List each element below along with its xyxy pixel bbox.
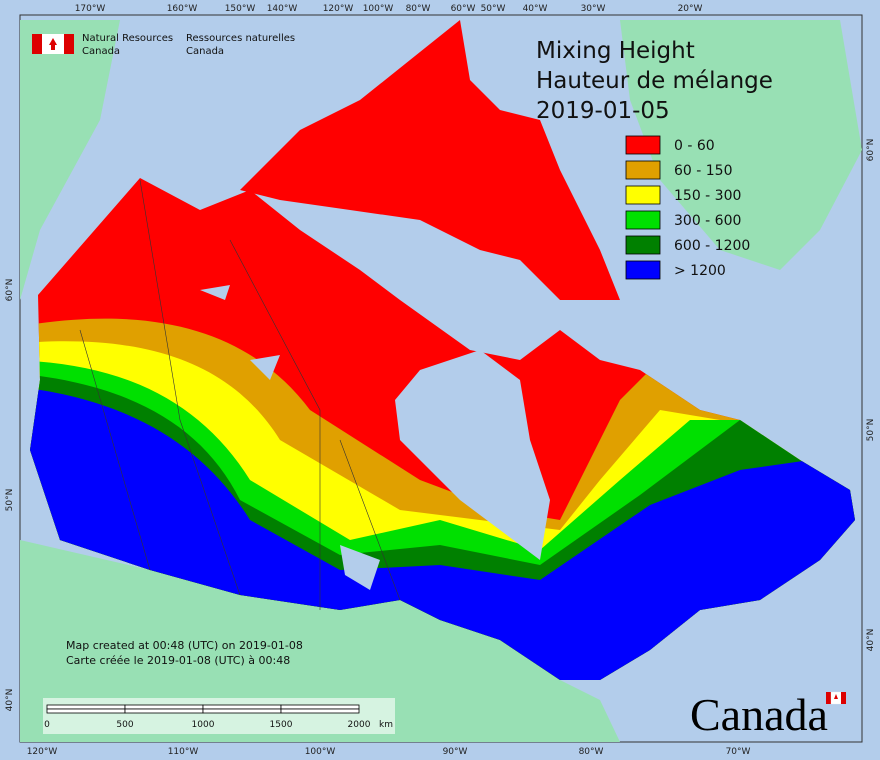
scale-segment <box>202 708 282 714</box>
org-fr: Ressources naturelles <box>186 33 295 44</box>
title: Hauteur de mélange <box>536 68 773 94</box>
hudson-bay <box>395 350 550 560</box>
credit: Map created at 00:48 (UTC) on 2019-01-08 <box>66 639 303 652</box>
wordmark: Canada <box>690 689 828 740</box>
legend-label: 600 - 1200 <box>674 238 750 254</box>
flag-bar <box>841 692 846 704</box>
longitude-label: 30°W <box>581 4 606 14</box>
title: Mixing Height <box>536 38 695 64</box>
longitude-label: 120°W <box>323 4 354 14</box>
flag-bar <box>826 692 831 704</box>
legend-swatch <box>625 135 661 155</box>
scale-segment <box>124 704 204 710</box>
longitude-label: 80°W <box>406 4 431 14</box>
scale-label: 1000 <box>192 720 215 730</box>
nrcan-logo <box>32 34 74 54</box>
longitude-label: 60°W <box>451 4 476 14</box>
latitude-label: 60°N <box>5 279 15 302</box>
flag-bar <box>64 34 74 54</box>
longitude-label: 50°W <box>481 4 506 14</box>
legend-label: 60 - 150 <box>674 163 733 179</box>
legend-swatch <box>625 260 661 280</box>
longitude-label: 170°W <box>75 4 106 14</box>
scale-background <box>43 698 395 734</box>
flag-bar <box>32 34 42 54</box>
province-borders <box>79 179 401 610</box>
latitude-label: 60°N <box>866 139 876 162</box>
longitude-label: 80°W <box>579 747 604 757</box>
legend-label: 0 - 60 <box>674 138 715 154</box>
legend-label: 150 - 300 <box>674 188 741 204</box>
scale-segment <box>46 708 126 714</box>
scale-segment <box>280 708 360 714</box>
graticule-labels: 170°W 160°W 150°W 140°W 120°W 100°W 80°W 60°W 50… <box>5 4 876 757</box>
longitude-label: 100°W <box>363 4 394 14</box>
credit: Carte créée le 2019-01-08 (UTC) à 00:48 <box>66 654 290 667</box>
scale-unit: km <box>379 720 393 730</box>
longitude-label: 110°W <box>168 747 199 757</box>
latitude-label: 40°N <box>5 689 15 712</box>
org-en: Natural Resources <box>82 33 173 44</box>
title-date: 2019-01-05 <box>536 98 670 124</box>
alaska <box>20 20 120 300</box>
longitude-label: 140°W <box>267 4 298 14</box>
longitude-label: 120°W <box>27 747 58 757</box>
scale-label: 500 <box>116 720 133 730</box>
scale-segment <box>46 704 126 710</box>
legend-swatch <box>625 210 661 230</box>
legend-label: 300 - 600 <box>674 213 741 229</box>
org-en: Canada <box>82 46 120 57</box>
legend: 0 - 60 60 - 150 150 - 300 300 - 600 600 - 12… <box>625 135 750 280</box>
scale-segment <box>280 704 360 710</box>
longitude-label: 160°W <box>167 4 198 14</box>
org-fr: Canada <box>186 46 224 57</box>
longitude-label: 150°W <box>225 4 256 14</box>
lakes <box>200 285 380 590</box>
legend-swatch <box>625 235 661 255</box>
legend-swatch <box>625 160 661 180</box>
latitude-label: 40°N <box>866 629 876 652</box>
longitude-label: 90°W <box>443 747 468 757</box>
longitude-label: 70°W <box>726 747 751 757</box>
flag-leaf <box>834 694 838 699</box>
scale-bar: 0 500 1000 1500 2000 km <box>43 698 395 734</box>
wordmark-flag <box>826 691 846 705</box>
longitude-label: 100°W <box>305 747 336 757</box>
flag-leaf <box>49 38 57 50</box>
scale-label: 1500 <box>270 720 293 730</box>
greenland <box>620 20 862 270</box>
scale-label: 0 <box>44 720 50 730</box>
latitude-label: 50°N <box>866 419 876 442</box>
arctic-islands <box>240 20 620 300</box>
longitude-label: 40°W <box>523 4 548 14</box>
legend-label: > 1200 <box>674 263 726 279</box>
scale-segment <box>124 708 204 714</box>
scale-segment <box>202 704 282 710</box>
legend-swatch <box>625 185 661 205</box>
longitude-label: 20°W <box>678 4 703 14</box>
latitude-label: 50°N <box>5 489 15 512</box>
scale-label: 2000 <box>348 720 371 730</box>
usa <box>20 540 620 742</box>
